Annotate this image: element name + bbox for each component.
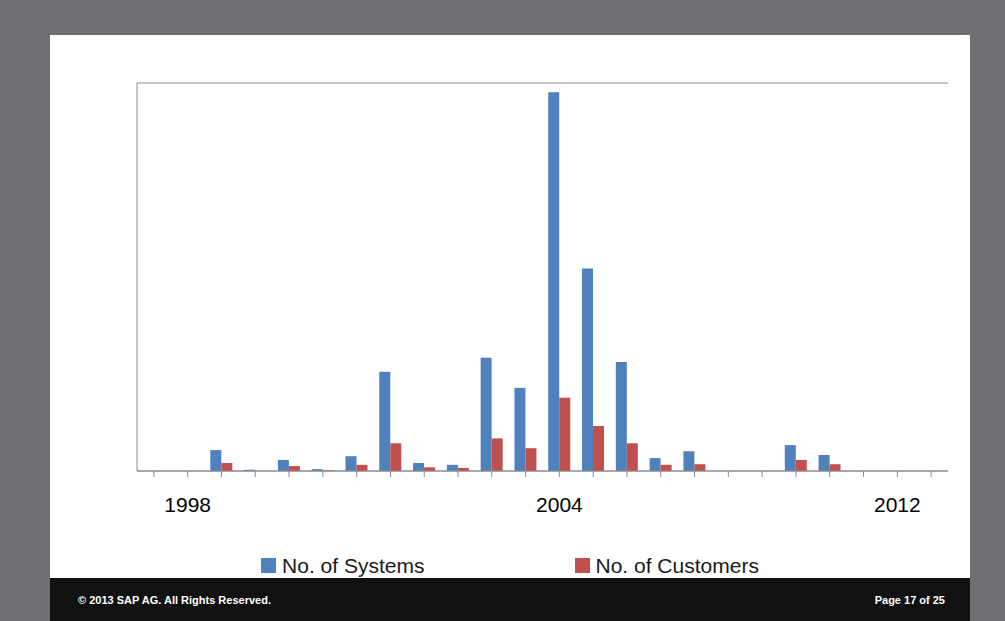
svg-text:2012: 2012 — [874, 493, 921, 516]
svg-text:1998: 1998 — [164, 493, 211, 516]
svg-text:2004: 2004 — [536, 493, 583, 516]
html-text:No. of Systems: No. of Systems — [282, 553, 425, 577]
html-text:Page 17 of 25: Page 17 of 25 — [874, 593, 945, 606]
html-text:No. of Customers: No. of Customers — [595, 553, 759, 577]
html-text:© 2013 SAP AG. All Rights Rese: © 2013 SAP AG. All Rights Reserved. — [78, 593, 271, 606]
